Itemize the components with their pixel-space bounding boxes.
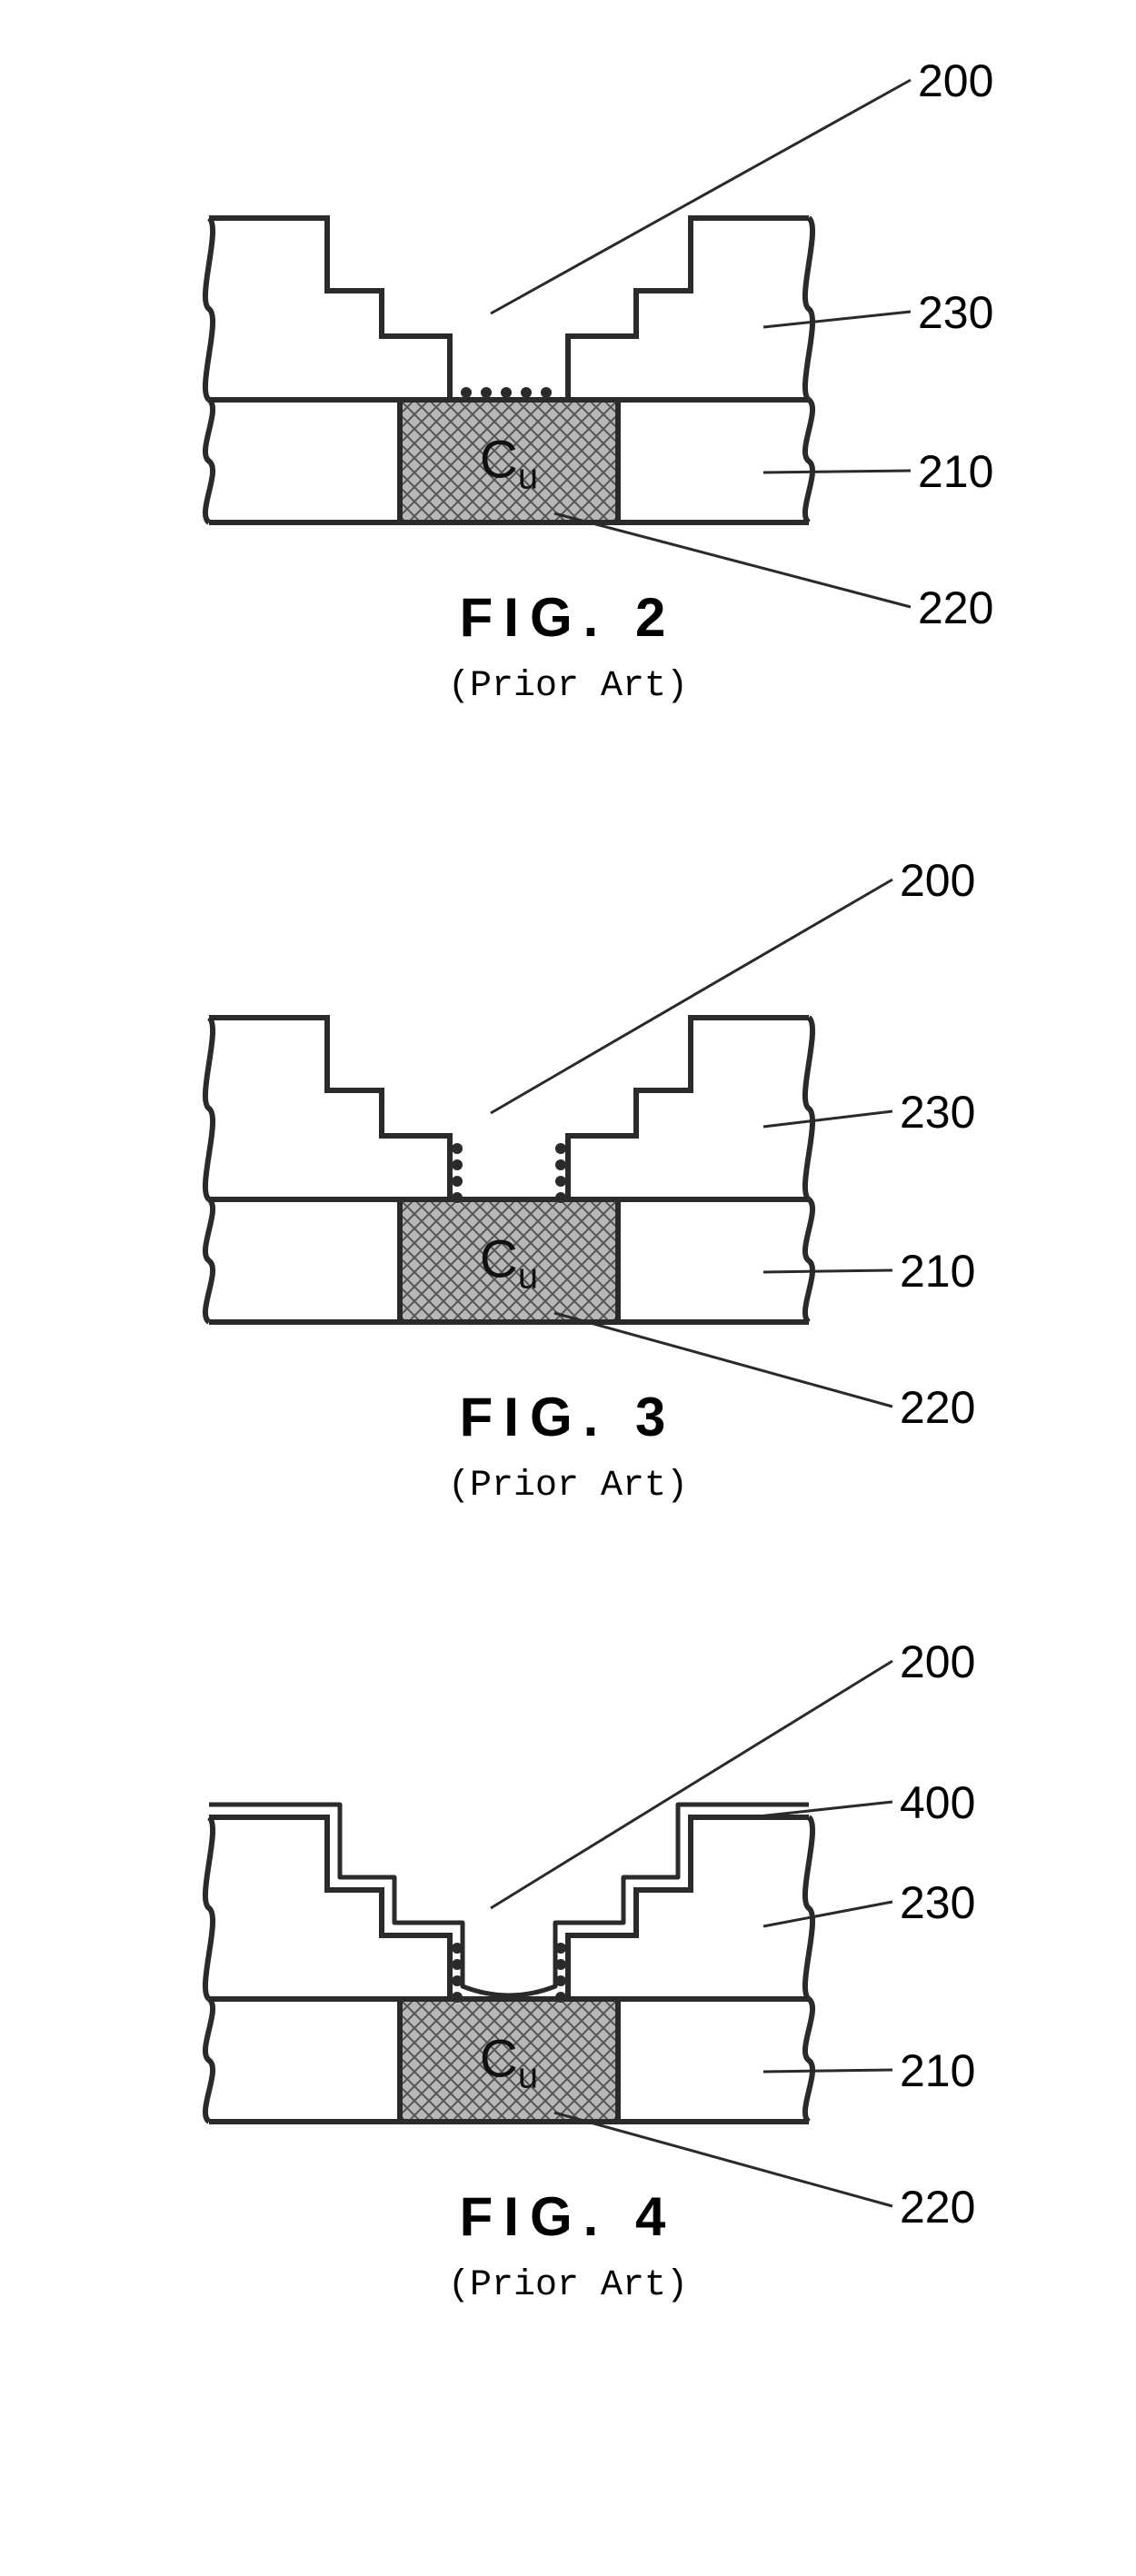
ref-230: 230 [918,286,993,339]
ref-210: 210 [918,445,993,498]
ref-200: 200 [918,55,993,107]
ref-210: 210 [900,1245,975,1298]
ref-200: 200 [900,1636,975,1688]
ref-230: 230 [900,1876,975,1929]
fig4-title: FIG. 4 [0,2185,1136,2248]
ref-200: 200 [900,854,975,907]
fig2-container: Cu200230210220FIG. 2(Prior Art) [0,0,1136,800]
ref-210: 210 [900,2044,975,2097]
ref-400: 400 [900,1776,975,1829]
ref-230: 230 [900,1086,975,1139]
fig2-title: FIG. 2 [0,586,1136,649]
fig3-container: Cu200230210220FIG. 3(Prior Art) [0,800,1136,1599]
fig4-subtitle: (Prior Art) [0,2265,1136,2306]
fig3-title: FIG. 3 [0,1386,1136,1448]
fig4-container: Cu200400230210220FIG. 4(Prior Art) [0,1599,1136,2412]
fig3-subtitle: (Prior Art) [0,1466,1136,1507]
fig2-subtitle: (Prior Art) [0,666,1136,707]
